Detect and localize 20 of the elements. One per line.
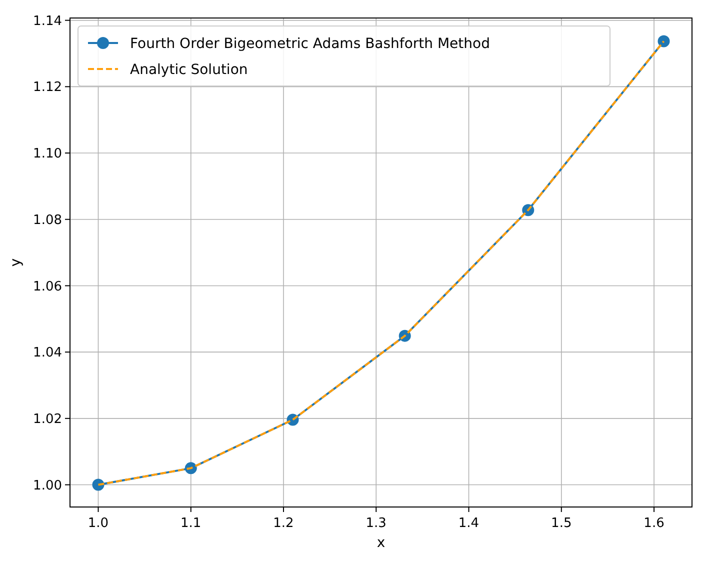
y-tick-label: 1.08 bbox=[33, 212, 62, 228]
x-tick-label: 1.3 bbox=[366, 516, 386, 531]
y-tick-label: 1.12 bbox=[33, 80, 62, 96]
y-tick-label: 1.02 bbox=[33, 412, 62, 427]
y-tick-label: 1.10 bbox=[33, 146, 62, 162]
x-tick-label: 1.5 bbox=[551, 516, 572, 531]
y-tick-label: 1.00 bbox=[33, 478, 62, 494]
y-tick-label: 1.06 bbox=[33, 279, 62, 294]
legend-label: Fourth Order Bigeometric Adams Bashforth Method bbox=[130, 36, 490, 52]
x-tick-label: 1.4 bbox=[458, 516, 480, 531]
x-tick-label: 1.0 bbox=[88, 516, 109, 531]
x-tick-label: 1.1 bbox=[180, 516, 202, 531]
y-tick-label: 1.14 bbox=[33, 14, 62, 29]
x-tick-label: 1.6 bbox=[644, 516, 664, 531]
point bbox=[658, 35, 670, 48]
y-tick-label: 1.04 bbox=[33, 346, 62, 361]
y-axis-title: y bbox=[8, 258, 24, 267]
x-axis-title: x bbox=[376, 535, 386, 551]
x-tick-label: 1.2 bbox=[273, 516, 294, 531]
legend-label: Analytic Solution bbox=[130, 62, 248, 78]
